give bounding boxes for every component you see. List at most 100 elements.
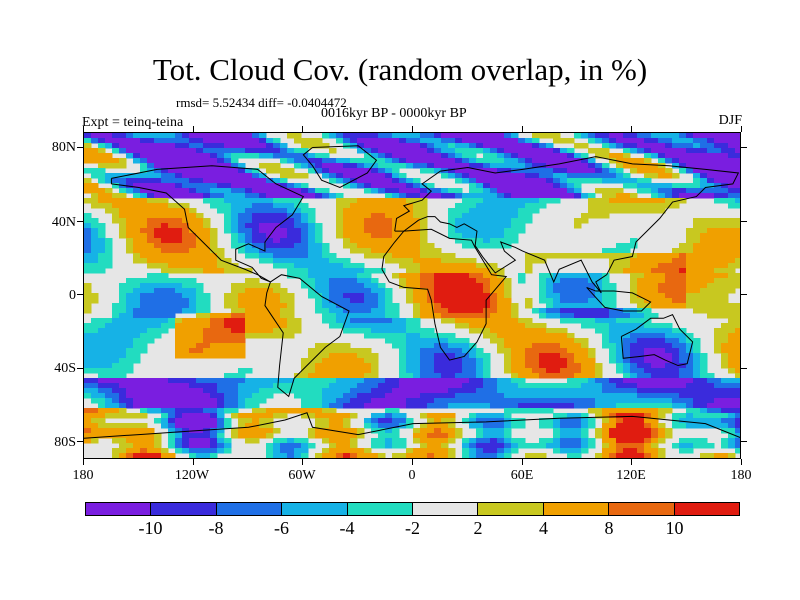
field-cell [182, 143, 190, 149]
field-cell [224, 293, 232, 299]
field-cell [392, 408, 400, 414]
field-cell [189, 213, 197, 219]
field-cell [406, 368, 414, 374]
field-cell [343, 418, 351, 424]
field-cell [154, 378, 162, 384]
field-cell [700, 223, 708, 229]
field-cell [616, 313, 624, 319]
field-cell [203, 388, 211, 394]
field-cell [126, 153, 134, 159]
field-cell [112, 363, 120, 369]
field-cell [168, 168, 176, 174]
field-cell [350, 218, 358, 224]
field-cell [175, 333, 183, 339]
field-cell [266, 333, 274, 339]
field-cell [266, 163, 274, 169]
field-cell [91, 293, 99, 299]
field-cell [203, 258, 211, 264]
field-cell [700, 178, 708, 184]
field-cell [497, 238, 505, 244]
field-cell [301, 213, 309, 219]
field-cell [161, 293, 169, 299]
field-cell [679, 143, 687, 149]
field-cell [490, 178, 498, 184]
field-cell [203, 378, 211, 384]
field-cell [147, 148, 155, 154]
field-cell [322, 348, 330, 354]
field-cell [175, 268, 183, 274]
field-cell [189, 343, 197, 349]
field-cell [371, 398, 379, 404]
field-cell [567, 368, 575, 374]
field-cell [259, 243, 267, 249]
field-cell [91, 138, 99, 144]
field-cell [371, 403, 379, 409]
field-cell [469, 153, 477, 159]
field-cell [672, 143, 680, 149]
field-cell [630, 318, 638, 324]
field-cell [721, 248, 729, 254]
field-cell [679, 378, 687, 384]
field-cell [392, 243, 400, 249]
field-cell [728, 303, 736, 309]
field-cell [119, 338, 127, 344]
field-cell [595, 278, 603, 284]
field-cell [364, 288, 372, 294]
field-cell [301, 413, 309, 419]
field-cell [336, 168, 344, 174]
field-cell [105, 388, 113, 394]
field-cell [525, 393, 533, 399]
field-cell [588, 213, 596, 219]
field-cell [511, 363, 519, 369]
field-cell [273, 233, 281, 239]
field-cell [322, 458, 330, 459]
field-cell [287, 183, 295, 189]
field-cell [133, 443, 141, 449]
field-cell [399, 363, 407, 369]
field-cell [693, 423, 701, 429]
field-cell [546, 308, 554, 314]
field-cell [427, 278, 435, 284]
field-cell [315, 418, 323, 424]
field-cell [497, 178, 505, 184]
field-cell [252, 308, 260, 314]
field-cell [154, 233, 162, 239]
field-cell [553, 303, 561, 309]
field-cell [462, 383, 470, 389]
field-cell [651, 203, 659, 209]
field-cell [385, 328, 393, 334]
field-cell [553, 183, 561, 189]
field-cell [434, 268, 442, 274]
field-cell [147, 138, 155, 144]
field-cell [161, 253, 169, 259]
field-cell [511, 138, 519, 144]
field-cell [672, 153, 680, 159]
field-cell [553, 368, 561, 374]
field-cell [364, 178, 372, 184]
field-cell [161, 178, 169, 184]
field-cell [511, 198, 519, 204]
field-cell [735, 423, 740, 429]
field-cell [301, 263, 309, 269]
field-cell [707, 168, 715, 174]
field-cell [434, 398, 442, 404]
field-cell [546, 188, 554, 194]
field-cell [399, 348, 407, 354]
field-cell [462, 418, 470, 424]
field-cell [665, 323, 673, 329]
field-cell [210, 398, 218, 404]
field-cell [469, 403, 477, 409]
field-cell [224, 208, 232, 214]
field-cell [147, 338, 155, 344]
colorbar [85, 502, 740, 516]
field-cell [476, 383, 484, 389]
field-cell [350, 323, 358, 329]
field-cell [98, 373, 106, 379]
field-cell [476, 358, 484, 364]
field-cell [231, 288, 239, 294]
field-cell [84, 288, 92, 294]
field-cell [441, 188, 449, 194]
field-cell [189, 248, 197, 254]
field-cell [469, 208, 477, 214]
field-cell [490, 158, 498, 164]
